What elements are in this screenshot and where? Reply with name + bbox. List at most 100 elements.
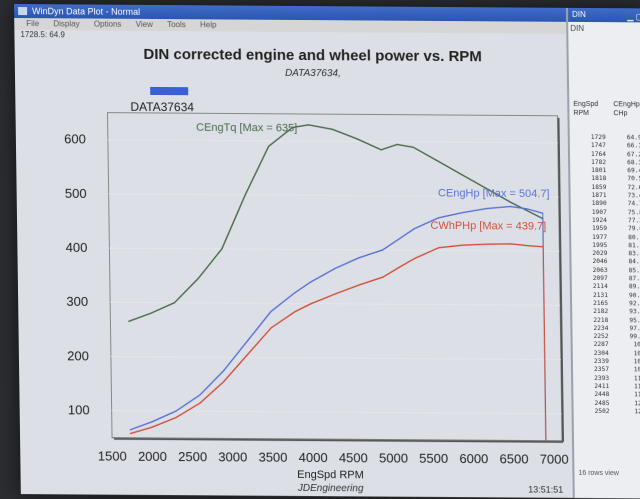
window-title: WinDyn Data Plot - Normal	[32, 6, 141, 17]
data-table[interactable]: 1729 64.9 1747 66.1 1764 67.2 1782 68.3 1801 69.4…	[570, 134, 640, 417]
series-point-CEngTq	[380, 149, 382, 151]
series-point-CEngTq	[291, 126, 294, 129]
cell-cenghp: 64.9	[626, 134, 640, 142]
cell-engspd: 2448	[594, 391, 610, 399]
menu-bar: File Display Options View Tools Help	[14, 18, 575, 34]
plot-shadow-right	[557, 117, 565, 442]
series-point-CWhPHp	[510, 243, 512, 245]
side-panel-tab[interactable]: DIN	[570, 23, 585, 33]
cell-cenghp: 89.0	[628, 283, 640, 291]
series-point-CEngHp	[175, 410, 177, 412]
series-point-CEngTq	[412, 146, 414, 148]
y-tick-label: 500	[65, 186, 87, 201]
cell-engspd: 2234	[593, 324, 609, 333]
x-tick-label: 6000	[459, 451, 488, 466]
table-row[interactable]: 2502 123	[574, 408, 640, 417]
series-point-CEngTq	[173, 302, 176, 304]
series-point-CEngTq	[197, 277, 199, 280]
series-point-CEngTq	[356, 138, 358, 140]
series-point-CWhPHp	[294, 311, 296, 313]
series-point-CEngHp	[509, 205, 512, 208]
menu-view[interactable]: View	[135, 19, 153, 29]
series-label-CEngTq: CEngTq [Max = 635]	[196, 122, 297, 135]
series-line-CWhPHp	[130, 243, 544, 435]
cell-cenghp: 93.5	[629, 308, 640, 316]
cell-cenghp: 75.8	[627, 208, 640, 217]
footer-label: JDEngineering	[297, 483, 364, 494]
cell-engspd: 2063	[592, 266, 608, 274]
cell-cenghp: 83.4	[628, 250, 640, 258]
menu-file[interactable]: File	[26, 19, 40, 29]
cell-cenghp: 111	[633, 374, 640, 383]
window-controls-icon[interactable]: ▁ ▢ ✕	[627, 12, 640, 22]
cell-cenghp: 87.8	[628, 275, 640, 283]
plot-area[interactable]: DIN corrected engine and wheel power vs.…	[14, 34, 580, 498]
menu-options[interactable]: Options	[93, 19, 122, 29]
cell-engspd: 2287	[593, 341, 609, 349]
series-point-CWhPHp	[199, 402, 201, 404]
series-point-CEngHp	[129, 429, 131, 431]
series-point-CWhPHp	[175, 416, 177, 419]
series-point-CWhPHp	[486, 243, 488, 245]
series-point-CEngTq	[509, 201, 512, 203]
cell-engspd: 2182	[593, 308, 609, 316]
x-tick-label: 6500	[499, 451, 528, 466]
timestamp: 13:51:51	[528, 485, 563, 495]
y-tick-label: 300	[66, 294, 88, 309]
series-point-CEngHp	[397, 238, 400, 240]
cell-engspd: 2165	[593, 300, 609, 308]
data-table-panel: DIN ▁ ▢ ✕ DIN EngSpd RPM CEngHp CHp 1729…	[565, 7, 640, 499]
cell-cenghp: 99.1	[629, 333, 640, 341]
col-header-cenghp[interactable]: CEngHp CHp	[613, 101, 640, 118]
cell-cenghp: 70.5	[627, 175, 640, 183]
cell-cenghp: 113	[633, 383, 640, 391]
series-point-CEngHp	[246, 340, 248, 342]
x-axis-label: EngSpd RPM	[297, 469, 364, 481]
cell-engspd: 1977	[592, 233, 608, 241]
series-point-CWhPHp	[223, 381, 225, 383]
menu-display[interactable]: Display	[53, 19, 80, 29]
cell-cenghp: 95.7	[629, 316, 640, 324]
series-point-CEngTq	[332, 128, 334, 131]
series-point-CEngHp	[461, 212, 463, 214]
cell-cenghp: 103	[633, 350, 640, 358]
x-tick-label: 3500	[258, 450, 287, 465]
cell-cenghp: 85.6	[628, 267, 640, 275]
cell-cenghp: 123	[634, 408, 640, 416]
x-tick-label: 4500	[339, 450, 368, 465]
cell-engspd: 1801	[591, 167, 607, 175]
cell-engspd: 1859	[591, 183, 607, 191]
cell-engspd: 2114	[592, 283, 608, 291]
series-line-CEngHp	[130, 205, 543, 431]
chart-subtitle: DATA37634,	[285, 68, 341, 79]
chart-title: DIN corrected engine and wheel power vs.…	[143, 46, 482, 65]
cell-cenghp: 121	[634, 399, 640, 407]
cell-cenghp: 81.2	[628, 242, 640, 250]
side-panel-title: DIN	[571, 9, 586, 19]
x-tick-label: 2500	[178, 449, 207, 464]
legend-swatch	[150, 86, 189, 96]
series-point-CEngHp	[437, 217, 439, 219]
series-point-CEngTq	[221, 248, 223, 250]
grid-line-y	[110, 355, 561, 361]
cell-cenghp: 97.0	[629, 325, 640, 333]
menu-tools[interactable]: Tools	[167, 20, 186, 30]
side-panel-titlebar[interactable]: DIN ▁ ▢ ✕	[567, 7, 640, 23]
series-point-CEngTq	[485, 187, 487, 190]
cell-engspd: 1729	[590, 134, 606, 142]
series-point-CWhPHp	[151, 426, 153, 428]
series-point-CEngHp	[357, 257, 360, 259]
cell-cenghp: 68.3	[627, 159, 640, 167]
cell-engspd: 1764	[591, 150, 607, 158]
chart-svg: DIN corrected engine and wheel power vs.…	[64, 46, 569, 495]
cell-cenghp: 66.1	[626, 142, 640, 150]
series-point-CEngTq	[307, 124, 310, 126]
series-drop-CWhPHp	[542, 246, 547, 441]
menu-help[interactable]: Help	[199, 20, 217, 30]
grid-line-y	[111, 410, 562, 415]
col-header-engspd[interactable]: EngSpd RPM	[573, 100, 599, 118]
series-point-CEngTq	[244, 194, 246, 196]
side-panel-footer: 16 rows view	[578, 469, 619, 478]
cell-cenghp: 73.4	[627, 192, 640, 200]
monitor-screen: WinDyn Data Plot - Normal File Display O…	[14, 4, 640, 499]
